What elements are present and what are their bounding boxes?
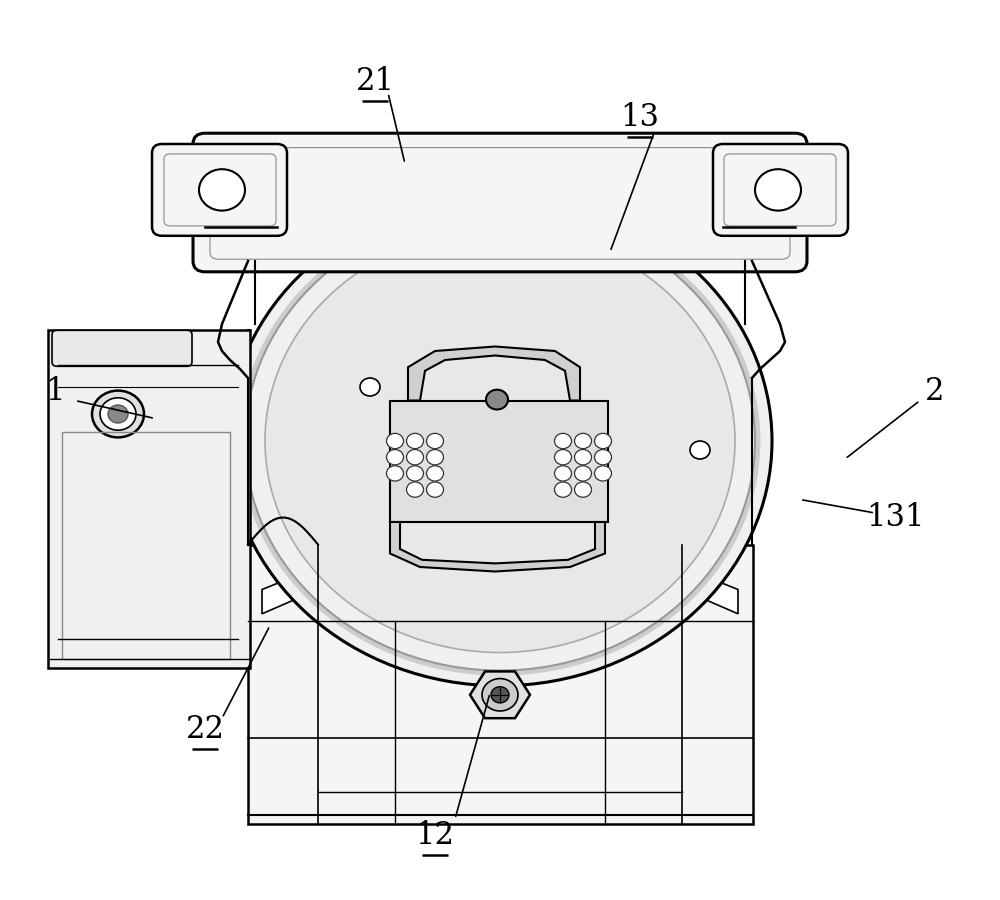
Circle shape (491, 687, 509, 703)
Circle shape (574, 482, 592, 497)
Text: 131: 131 (866, 502, 924, 533)
Text: 12: 12 (416, 820, 454, 850)
Circle shape (406, 434, 424, 449)
Circle shape (554, 482, 572, 497)
Circle shape (574, 434, 592, 449)
Bar (248, 544, 753, 824)
Circle shape (690, 441, 710, 459)
Bar (62, 432, 230, 659)
Circle shape (406, 466, 424, 481)
Circle shape (554, 450, 572, 464)
Text: 13: 13 (620, 102, 660, 132)
Circle shape (199, 169, 245, 211)
Circle shape (574, 466, 592, 481)
Circle shape (594, 466, 612, 481)
Circle shape (594, 450, 612, 464)
Circle shape (574, 450, 592, 464)
Text: 21: 21 (356, 66, 394, 96)
Circle shape (426, 466, 444, 481)
Polygon shape (262, 567, 318, 614)
Bar (390, 400, 608, 522)
FancyBboxPatch shape (52, 330, 192, 366)
Circle shape (426, 434, 444, 449)
Circle shape (360, 378, 380, 396)
FancyBboxPatch shape (152, 144, 287, 236)
Circle shape (92, 391, 144, 437)
Circle shape (486, 390, 508, 410)
FancyBboxPatch shape (193, 133, 807, 272)
Bar (48, 330, 250, 668)
Text: 22: 22 (186, 714, 224, 744)
FancyBboxPatch shape (713, 144, 848, 236)
Circle shape (426, 482, 444, 497)
Circle shape (265, 230, 735, 652)
Text: 2: 2 (925, 376, 945, 407)
Circle shape (554, 434, 572, 449)
Circle shape (482, 679, 518, 711)
Polygon shape (408, 346, 580, 400)
Circle shape (594, 434, 612, 449)
Circle shape (406, 482, 424, 497)
Circle shape (386, 434, 404, 449)
Circle shape (228, 196, 772, 686)
Circle shape (386, 450, 404, 464)
Text: 1: 1 (45, 376, 65, 407)
Circle shape (755, 169, 801, 211)
Circle shape (406, 450, 424, 464)
Circle shape (108, 405, 128, 423)
Circle shape (554, 466, 572, 481)
Circle shape (100, 398, 136, 430)
Polygon shape (682, 567, 738, 614)
Polygon shape (390, 522, 605, 572)
Circle shape (386, 466, 404, 481)
Circle shape (426, 450, 444, 464)
